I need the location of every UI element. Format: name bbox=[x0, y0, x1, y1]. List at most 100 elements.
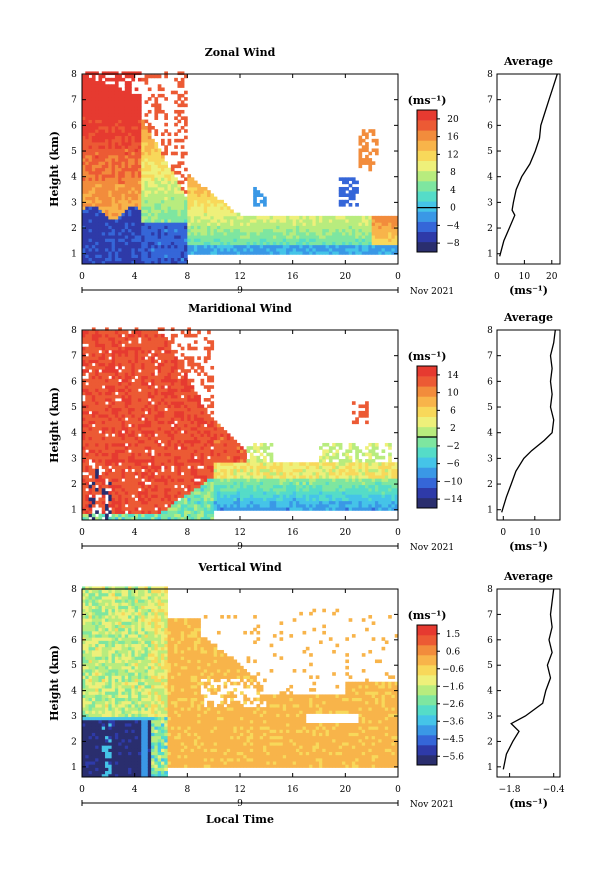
heatmap-cell bbox=[184, 333, 188, 338]
heatmap-cell bbox=[105, 247, 109, 252]
heatmap-cell bbox=[105, 471, 109, 476]
heatmap-cell bbox=[302, 241, 307, 246]
heatmap-cell bbox=[216, 475, 221, 479]
heatmap-cell bbox=[91, 113, 96, 117]
heatmap-cell bbox=[98, 257, 103, 262]
heatmap-cell bbox=[213, 503, 218, 508]
heatmap-cell bbox=[190, 206, 195, 210]
heatmap-cell bbox=[121, 420, 126, 425]
heatmap-cell bbox=[180, 468, 185, 473]
heatmap-cell bbox=[118, 442, 122, 447]
heatmap-cell bbox=[295, 222, 300, 226]
heatmap-cell bbox=[210, 455, 215, 460]
heatmap-cell bbox=[128, 442, 132, 447]
heatmap-cell bbox=[114, 222, 119, 226]
heatmap-cell bbox=[141, 507, 145, 511]
heatmap-cell bbox=[128, 129, 132, 133]
heatmap-cell bbox=[207, 481, 211, 486]
heatmap-cell bbox=[134, 330, 139, 335]
heatmap-cell bbox=[259, 238, 264, 242]
heatmap-cell bbox=[210, 439, 215, 444]
heatmap-cell bbox=[161, 417, 165, 421]
heatmap-cell bbox=[124, 193, 129, 197]
heatmap-cell bbox=[101, 439, 106, 444]
heatmap-cell bbox=[365, 158, 369, 162]
heatmap-cell bbox=[319, 219, 323, 223]
heatmap-cell bbox=[157, 343, 162, 348]
heatmap-cell bbox=[114, 375, 119, 380]
heatmap-cell bbox=[164, 404, 168, 409]
heatmap-cell bbox=[95, 257, 99, 262]
heatmap-cell bbox=[111, 372, 116, 376]
heatmap-cell bbox=[95, 125, 99, 130]
heatmap-cell bbox=[243, 465, 247, 470]
heatmap-cell bbox=[292, 219, 297, 223]
heatmap-cell bbox=[151, 372, 155, 376]
heatmap-cell bbox=[216, 455, 221, 460]
heatmap-cell bbox=[105, 132, 109, 137]
heatmap-cell bbox=[210, 340, 215, 344]
heatmap-cell bbox=[207, 209, 211, 214]
heatmap-cell bbox=[282, 225, 287, 230]
heatmap-cell bbox=[384, 241, 389, 246]
heatmap-cell bbox=[174, 436, 178, 441]
heatmap-cell bbox=[161, 439, 165, 444]
heatmap-cell bbox=[325, 247, 330, 252]
heatmap-cell bbox=[141, 177, 145, 181]
heatmap-cell bbox=[391, 231, 396, 236]
heatmap-cell bbox=[177, 260, 182, 265]
heatmap-cell bbox=[259, 244, 264, 249]
heatmap-cell bbox=[105, 183, 109, 188]
heatmap-cell bbox=[315, 219, 320, 223]
heatmap-cell bbox=[108, 330, 113, 335]
heatmap-cell bbox=[226, 206, 231, 210]
heatmap-cell bbox=[213, 462, 218, 466]
heatmap-cell bbox=[154, 161, 159, 165]
heatmap-cell bbox=[197, 222, 201, 226]
heatmap-cell bbox=[216, 487, 221, 492]
heatmap-cell bbox=[180, 439, 185, 444]
heatmap-cell bbox=[154, 132, 159, 137]
heatmap-cell bbox=[131, 503, 136, 508]
heatmap-cell bbox=[197, 491, 201, 495]
heatmap-cell bbox=[131, 385, 136, 389]
heatmap-cell bbox=[128, 465, 132, 470]
heatmap-cell bbox=[203, 433, 208, 437]
heatmap-cell bbox=[134, 507, 139, 511]
heatmap-cell bbox=[332, 247, 336, 252]
heatmap-cell bbox=[144, 401, 149, 405]
colorbar-tick-label: 12 bbox=[447, 150, 458, 160]
heatmap-cell bbox=[174, 359, 178, 364]
heatmap-cell bbox=[305, 238, 310, 242]
heatmap-cell bbox=[151, 145, 155, 149]
heatmap-cell bbox=[190, 180, 195, 185]
heatmap-cell bbox=[85, 164, 89, 169]
heatmap-cell bbox=[85, 145, 89, 149]
heatmap-cell bbox=[184, 372, 188, 376]
heatmap-cell bbox=[207, 478, 211, 482]
heatmap-cell bbox=[203, 497, 208, 502]
heatmap-cell bbox=[154, 365, 159, 370]
heatmap-cell bbox=[203, 491, 208, 495]
heatmap-cell bbox=[322, 219, 326, 223]
heatmap-cell bbox=[184, 203, 188, 207]
heatmap-cell bbox=[164, 174, 168, 178]
heatmap-cell bbox=[111, 170, 116, 175]
heatmap-cell bbox=[170, 340, 175, 344]
heatmap-cell bbox=[358, 235, 363, 239]
heatmap-cell bbox=[161, 260, 165, 265]
heatmap-cell bbox=[230, 449, 234, 453]
heatmap-cell bbox=[101, 353, 106, 357]
heatmap-cell bbox=[147, 385, 152, 389]
heatmap-cell bbox=[105, 100, 109, 104]
heatmap-cell bbox=[226, 507, 231, 511]
heatmap-cell bbox=[85, 484, 89, 489]
heatmap-cell bbox=[259, 241, 264, 246]
heatmap-cell bbox=[213, 420, 218, 425]
heatmap-cell bbox=[213, 487, 218, 492]
heatmap-cell bbox=[124, 247, 129, 252]
heatmap-cell bbox=[230, 484, 234, 489]
heatmap-cell bbox=[147, 513, 152, 518]
heatmap-cell bbox=[167, 209, 172, 214]
heatmap-cell bbox=[88, 362, 93, 367]
